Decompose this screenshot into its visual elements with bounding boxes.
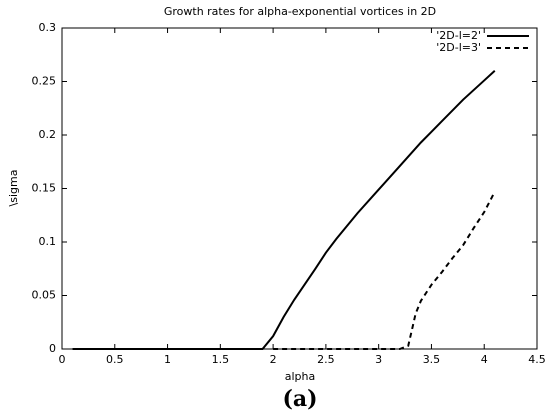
- x-tick-label: 3: [375, 353, 382, 366]
- y-tick-label: 0.3: [39, 21, 57, 34]
- legend-label: '2D-l=3': [436, 41, 481, 54]
- chart-title: Growth rates for alpha-exponential vorti…: [164, 5, 436, 18]
- y-tick-label: 0: [49, 342, 56, 355]
- legend-label: '2D-l=2': [436, 29, 481, 42]
- x-tick-label: 1.5: [212, 353, 230, 366]
- x-tick-label: 0: [59, 353, 66, 366]
- x-tick-label: 4: [481, 353, 488, 366]
- y-tick-label: 0.2: [39, 128, 57, 141]
- x-tick-label: 2.5: [317, 353, 335, 366]
- x-tick-label: 0.5: [106, 353, 124, 366]
- x-tick-label: 1: [164, 353, 171, 366]
- y-tick-label: 0.1: [39, 235, 57, 248]
- caption: (a): [282, 386, 317, 412]
- x-tick-label: 3.5: [423, 353, 441, 366]
- y-tick-label: 0.15: [32, 182, 57, 195]
- x-tick-label: 4.5: [528, 353, 546, 366]
- line-series: [72, 70, 496, 350]
- plot-frame: [61, 27, 538, 350]
- x-axis-label: alpha: [285, 370, 316, 383]
- y-axis-label: \sigma: [7, 170, 20, 207]
- x-tick-label: 2: [270, 353, 277, 366]
- line-series: [273, 191, 496, 350]
- y-tick-label: 0.25: [32, 75, 57, 88]
- y-tick-label: 0.05: [32, 289, 57, 302]
